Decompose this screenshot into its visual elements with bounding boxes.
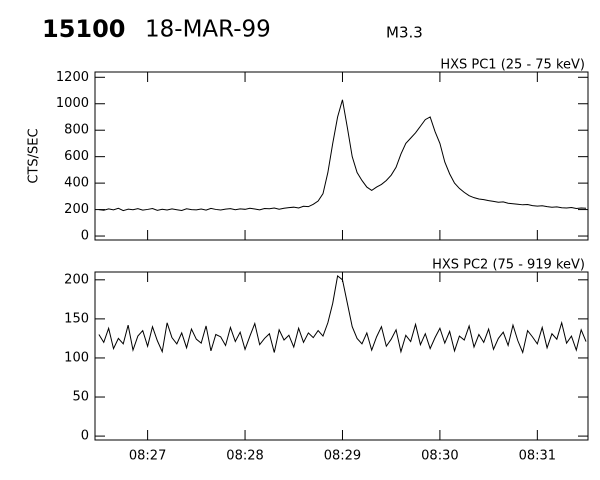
panel-title: HXS PC1 (25 - 75 keV) xyxy=(440,58,585,73)
x-tick-label: 08:31 xyxy=(519,449,556,464)
y-tick-label: 0 xyxy=(81,229,89,244)
x-tick-label: 08:30 xyxy=(421,449,458,464)
data-line xyxy=(98,99,587,212)
y-tick-label: 800 xyxy=(64,123,89,138)
event-id: 15100 xyxy=(42,15,126,43)
plot-frame xyxy=(94,71,589,241)
x-tick-label: 08:28 xyxy=(226,449,263,464)
data-line xyxy=(98,274,587,355)
y-tick-label: 1200 xyxy=(56,70,89,85)
plot-frame xyxy=(94,271,589,441)
y-axis-label: CTS/SEC xyxy=(27,128,42,183)
y-tick-label: 400 xyxy=(64,176,89,191)
y-tick-label: 50 xyxy=(72,390,89,405)
event-date: 18-MAR-99 xyxy=(145,17,271,43)
y-tick-label: 200 xyxy=(64,202,89,217)
y-tick-label: 0 xyxy=(81,429,89,444)
y-tick-label: 100 xyxy=(64,350,89,365)
y-tick-label: 150 xyxy=(64,311,89,326)
x-tick-label: 08:27 xyxy=(129,449,166,464)
panel-title: HXS PC2 (75 - 919 keV) xyxy=(432,258,585,273)
x-tick-label: 08:29 xyxy=(324,449,361,464)
flare-class: M3.3 xyxy=(386,24,423,42)
y-tick-label: 600 xyxy=(64,149,89,164)
y-tick-label: 200 xyxy=(64,272,89,287)
y-tick-label: 1000 xyxy=(56,96,89,111)
